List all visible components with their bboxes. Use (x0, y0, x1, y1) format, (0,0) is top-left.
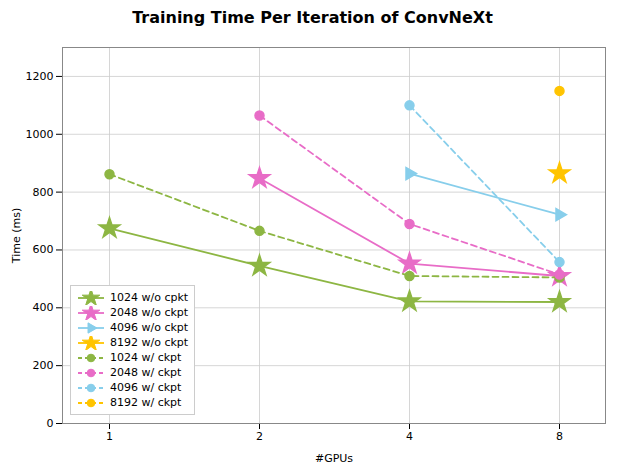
svg-text:#GPUs: #GPUs (315, 452, 353, 465)
svg-text:200: 200 (33, 359, 54, 372)
html-text:Training Time Per Iteration of: Training Time Per Iteration of ConvNeXt (132, 8, 493, 27)
html-text:4096 w/ ckpt: 4096 w/ ckpt (110, 381, 182, 394)
html-text:2048 w/ ckpt: 2048 w/ ckpt (110, 366, 182, 379)
html-text:2048 w/o ckpt: 2048 w/o ckpt (110, 306, 189, 319)
svg-text:1: 1 (106, 430, 113, 443)
svg-text:0: 0 (47, 417, 54, 430)
html-text:1024 w/ ckpt: 1024 w/ ckpt (110, 351, 182, 364)
svg-text:4: 4 (406, 430, 413, 443)
svg-text:1000: 1000 (26, 128, 54, 141)
svg-text:2: 2 (256, 430, 263, 443)
svg-text:1200: 1200 (26, 70, 54, 83)
svg-text:400: 400 (33, 301, 54, 314)
svg-text:600: 600 (33, 243, 54, 256)
svg-text:8: 8 (556, 430, 563, 443)
svg-text:Time (ms): Time (ms) (10, 208, 23, 264)
html-text:1024 w/o cpkt: 1024 w/o cpkt (110, 291, 189, 304)
html-text:8192 w/o ckpt: 8192 w/o ckpt (110, 336, 189, 349)
svg-text:800: 800 (33, 186, 54, 199)
html-text:8192 w/ ckpt: 8192 w/ ckpt (110, 396, 182, 409)
html-text:4096 w/o ckpt: 4096 w/o ckpt (110, 321, 189, 334)
